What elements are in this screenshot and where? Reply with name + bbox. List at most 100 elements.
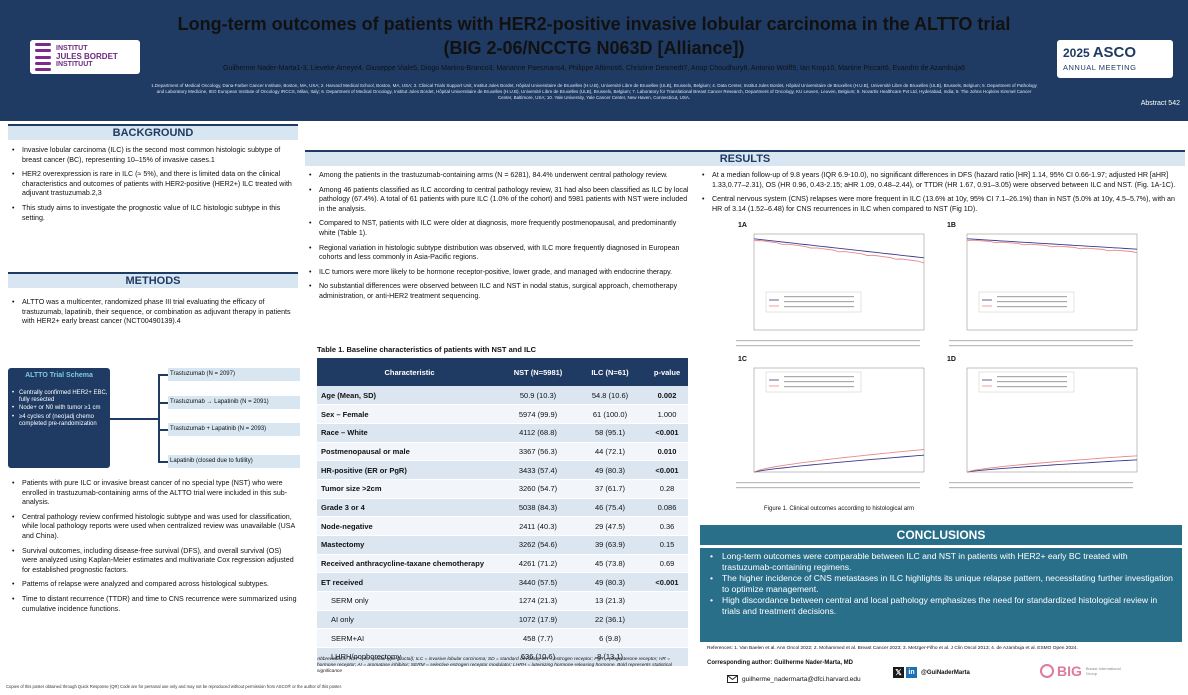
schema-connector — [158, 402, 168, 404]
table-caption: Table 1. Baseline characteristics of pat… — [317, 345, 537, 354]
table-cell: LHRH/oophorectomy — [317, 647, 502, 667]
abstract-number: Abstract 542 — [1140, 100, 1180, 107]
table-cell: 44 (72.1) — [574, 442, 646, 462]
table-cell: 3367 (56.3) — [502, 442, 574, 462]
asco-year: 2025 — [1063, 46, 1090, 60]
big-logo-subtitle: Breast International Group — [1085, 666, 1121, 676]
table-cell — [646, 647, 688, 667]
table-cell: 0.010 — [646, 442, 688, 462]
legend-text-line — [997, 386, 1067, 388]
at-risk-row — [949, 340, 1133, 342]
table-cell: 1072 (17.9) — [502, 610, 574, 630]
table-cell: 61 (100.0) — [574, 404, 646, 424]
at-risk-row — [949, 482, 1133, 484]
cif-plot-1c: 1C — [732, 356, 932, 496]
legend-text-line — [997, 301, 1067, 303]
asco-name: ASCO — [1092, 44, 1137, 61]
table-cell: <0.001 — [646, 423, 688, 443]
table-cell: 5974 (99.9) — [502, 404, 574, 424]
corresponding-author: Corresponding author: Guilherme Nader-Ma… — [707, 660, 854, 666]
email-address[interactable]: guilherme_nadermarta@dfci.harvard.edu — [742, 675, 861, 683]
table-cell: Sex – Female — [317, 404, 502, 424]
plot-frame — [966, 233, 1138, 331]
schema-arm: Trastuzumab + Lapatinib (N = 2093) — [168, 423, 300, 436]
methods-intro: ALTTO was a multicenter, randomized phas… — [10, 298, 298, 332]
institut-jules-bordet-logo: INSTITUT JULES BORDET INSTITUUT — [30, 40, 140, 74]
schema-criterion: Centrally confirmed HER2+ EBC, fully res… — [12, 390, 108, 404]
title-line-1: Long-term outcomes of patients with HER2… — [177, 14, 1011, 34]
results-bullet: No substantial differences were observed… — [307, 282, 692, 301]
methods-bullet: ALTTO was a multicenter, randomized phas… — [10, 298, 298, 327]
plot-label: 1D — [947, 356, 956, 363]
results-bullet: Among the patients in the trastuzumab-co… — [307, 171, 692, 181]
methods-bullet: Central pathology review confirmed histo… — [10, 513, 298, 542]
table-row: Grade 3 or 4 5038 (84.3) 46 (75.4) 0.086 — [317, 498, 688, 518]
results-bullet: Among 46 patients classified as ILC acco… — [307, 186, 692, 215]
table-cell: 0.15 — [646, 535, 688, 555]
km-plot-1a: 1A — [732, 222, 932, 354]
table-cell: 8 (13.1) — [574, 647, 646, 667]
affiliations: 1.Department of Medical Oncology, Dana-F… — [151, 83, 1037, 100]
table-cell: 3433 (57.4) — [502, 460, 574, 480]
at-risk-row — [949, 345, 1133, 347]
table-cell: Postmenopausal or male — [317, 442, 502, 462]
table-cell — [646, 591, 688, 611]
x-icon[interactable]: 𝕏 — [893, 667, 904, 678]
table-cell: Mastectomy — [317, 535, 502, 555]
table-cell: 50.9 (10.3) — [502, 386, 574, 406]
background-section: Invasive lobular carcinoma (ILC) is the … — [10, 146, 298, 228]
background-bullet: Invasive lobular carcinoma (ILC) is the … — [10, 146, 298, 165]
results-bullet: Central nervous system (CNS) relapses we… — [700, 195, 1182, 214]
legend-text-line — [784, 376, 854, 378]
results-bullet: Compared to NST, patients with ILC were … — [307, 219, 692, 238]
table-cell: 3262 (54.6) — [502, 535, 574, 555]
methods-bullet: Survival outcomes, including disease-fre… — [10, 547, 298, 576]
linkedin-icon[interactable]: in — [906, 667, 917, 678]
legend-text-line — [997, 376, 1067, 378]
table-cell: Age (Mean, SD) — [317, 386, 502, 406]
asco-subtitle: ANNUAL MEETING — [1063, 63, 1137, 72]
big-logo-text: BIG — [1057, 663, 1082, 679]
big-logo-icon — [1040, 664, 1054, 678]
references: References: 1. Van Baelen et al. Ann Onc… — [707, 646, 1078, 651]
baseline-table: Characteristic NST (N=5981) ILC (N=61) p… — [317, 358, 688, 667]
table-row: Race – White 4112 (68.8) 58 (95.1) <0.001 — [317, 423, 688, 443]
conclusions-body: Long-term outcomes were comparable betwe… — [700, 548, 1182, 642]
table-cell: ET received — [317, 572, 502, 593]
social-handle[interactable]: @GuiNaderMarta — [921, 669, 970, 676]
table-header: Characteristic — [317, 358, 502, 386]
legend-text-line — [784, 301, 854, 303]
table-cell: 49 (80.3) — [574, 572, 646, 593]
asco-logo: 2025 ASCO ANNUAL MEETING — [1057, 40, 1173, 78]
email-row: guilherme_nadermarta@dfci.harvard.edu — [727, 675, 861, 683]
big-logo: BIG Breast International Group — [1040, 663, 1126, 679]
results-text-right: At a median follow-up of 9.8 years (IQR … — [700, 171, 1182, 219]
bordet-logo-icon — [35, 43, 51, 71]
legend-text-line — [784, 306, 854, 308]
results-text-left: Among the patients in the trastuzumab-co… — [307, 171, 692, 307]
table-row: LHRH/oophorectomy 636 (10.6) 8 (13.1) — [317, 647, 688, 667]
legend-text-line — [784, 386, 854, 388]
table-cell: 2411 (40.3) — [502, 516, 574, 536]
results-bullet: ILC tumors were more likely to be hormon… — [307, 268, 692, 278]
table-header: NST (N=5981) — [502, 358, 574, 386]
table-cell: 4261 (71.2) — [502, 554, 574, 574]
curve-nst — [753, 454, 925, 473]
table-cell: SERM+AI — [317, 628, 502, 649]
table-cell: 45 (73.8) — [574, 554, 646, 574]
schema-criterion: ≥4 cycles of (neo)adj chemo completed pr… — [12, 414, 108, 428]
schema-title: ALTTO Trial Schema — [25, 372, 93, 379]
methods-bullet: Patients with pure ILC or invasive breas… — [10, 479, 298, 508]
table-cell: 39 (63.9) — [574, 535, 646, 555]
table-cell: <0.001 — [646, 572, 688, 593]
legend-text-line — [784, 381, 854, 383]
table-cell: 636 (10.6) — [502, 647, 574, 667]
table-header: ILC (N=61) — [574, 358, 646, 386]
at-risk-row — [736, 487, 920, 489]
conclusions-heading: CONCLUSIONS — [700, 525, 1182, 545]
logo-line: INSTITUT — [56, 45, 88, 52]
table-row: HR-positive (ER or PgR) 3433 (57.4) 49 (80… — [317, 460, 688, 480]
legend-text-line — [784, 296, 854, 298]
curve-nst — [966, 238, 1138, 250]
table-row: Tumor size >2cm 3260 (54.7) 37 (61.7) 0.28 — [317, 479, 688, 499]
